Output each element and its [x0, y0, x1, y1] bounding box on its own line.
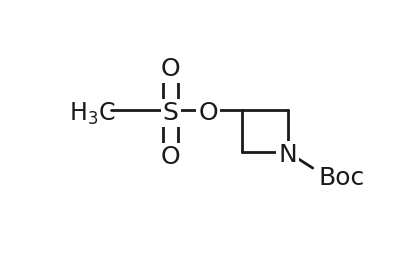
Text: S: S — [163, 101, 179, 125]
Text: N: N — [278, 143, 297, 167]
Text: O: O — [198, 101, 218, 125]
Text: Boc: Boc — [319, 166, 365, 190]
Text: O: O — [161, 145, 181, 169]
Text: O: O — [161, 57, 181, 81]
Text: $\mathregular{H_3C}$: $\mathregular{H_3C}$ — [69, 100, 116, 127]
